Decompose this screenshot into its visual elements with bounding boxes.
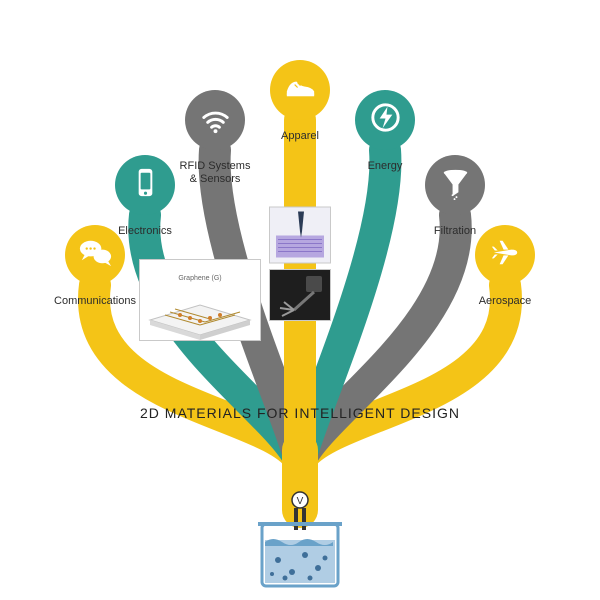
disc-apparel (270, 60, 330, 120)
wifi-icon (196, 98, 235, 142)
disc-aerospace (475, 225, 535, 285)
chat-icon (76, 233, 115, 277)
label-rfid: RFID Systems & Sensors (165, 160, 265, 185)
disc-rfid (185, 90, 245, 150)
disc-filtration (425, 155, 485, 215)
center-image-graphene-book: Graphene (G) (139, 259, 261, 341)
funnel-icon (436, 163, 475, 207)
label-electronics: Electronics (95, 225, 195, 238)
center-image-3d-print (269, 207, 331, 264)
shoe-icon (281, 68, 320, 112)
label-communications: Communications (45, 295, 145, 308)
label-energy: Energy (335, 160, 435, 173)
label-apparel: Apparel (250, 130, 350, 143)
disc-energy (355, 90, 415, 150)
label-aerospace: Aerospace (455, 295, 555, 308)
phone-icon (126, 163, 165, 207)
center-image-probe (269, 269, 331, 321)
beaker-label: V (297, 496, 304, 507)
bolt-icon (366, 98, 405, 142)
plane-icon (486, 233, 525, 277)
graphic-title: 2D MATERIALS FOR INTELLIGENT DESIGN (0, 405, 600, 421)
svg-text:Graphene (G): Graphene (G) (178, 275, 221, 282)
infographic-stage: 2D MATERIALS FOR INTELLIGENT DESIGN Grap… (0, 0, 600, 600)
beaker: V (250, 490, 350, 600)
